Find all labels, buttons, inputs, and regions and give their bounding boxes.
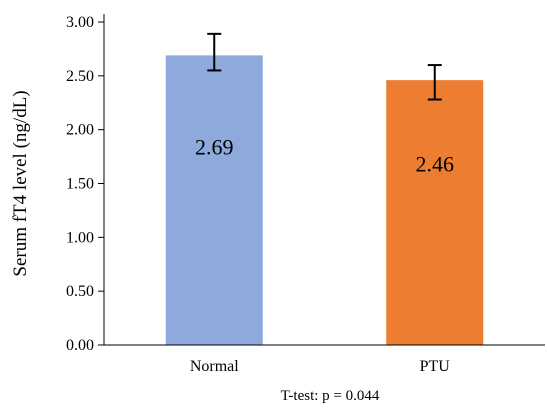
y-tick-label: 3.00 bbox=[66, 14, 94, 31]
error-bar-normal bbox=[207, 32, 222, 72]
bar-ptu bbox=[386, 80, 484, 345]
bar-normal bbox=[165, 55, 263, 345]
y-tick-label: 2.50 bbox=[66, 68, 94, 85]
x-ticks-layer: Normal PTU bbox=[190, 358, 450, 375]
t-test-annotation: T-test: p = 0.044 bbox=[281, 388, 380, 404]
error-bars-layer bbox=[207, 32, 442, 101]
x-tick-label-normal: Normal bbox=[190, 358, 239, 375]
data-labels-layer: 2.69 2.46 bbox=[195, 134, 454, 176]
y-tick-label: 1.50 bbox=[66, 176, 94, 193]
y-ticks-layer: 0.00 0.50 1.00 1.50 2.00 2.50 3.00 bbox=[66, 14, 104, 354]
axes-layer bbox=[103, 14, 545, 346]
y-axis-title: Serum fT4 level (ng/dL) bbox=[10, 90, 31, 276]
x-tick-label-ptu: PTU bbox=[420, 358, 451, 375]
y-tick-label: 0.00 bbox=[66, 337, 94, 354]
error-bar-ptu bbox=[427, 64, 442, 101]
data-label-ptu: 2.46 bbox=[416, 152, 455, 177]
y-tick-label: 2.00 bbox=[66, 122, 94, 139]
data-label-normal: 2.69 bbox=[195, 134, 234, 159]
y-tick-label: 1.00 bbox=[66, 229, 94, 246]
bars-layer bbox=[165, 55, 484, 345]
y-tick-label: 0.50 bbox=[66, 283, 94, 300]
